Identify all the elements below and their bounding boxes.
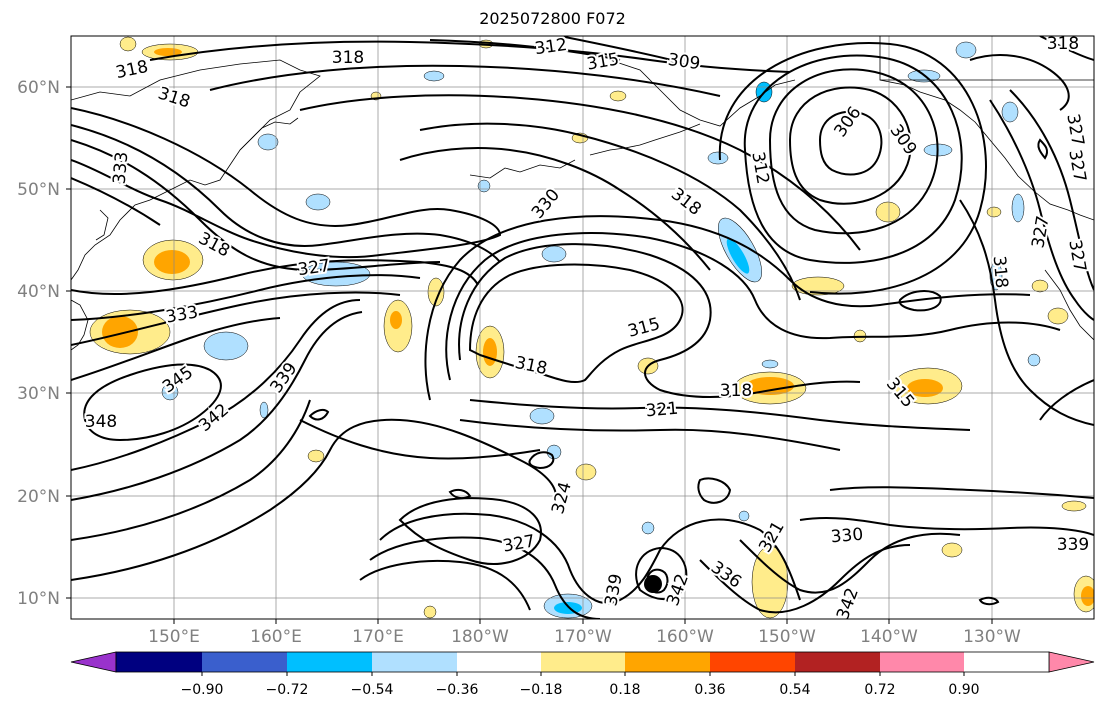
colorbar-segment <box>625 652 710 672</box>
negative-anomaly-patch <box>541 245 567 263</box>
positive-anomaly-patch <box>423 605 437 619</box>
negative-anomaly-patch <box>707 151 729 165</box>
negative-anomaly-patch <box>259 401 269 419</box>
negative-anomaly-patch <box>203 331 249 361</box>
colorbar-segment <box>710 652 795 672</box>
negative-anomaly-patch <box>529 407 555 425</box>
lon-label: 180°W <box>451 627 509 647</box>
contour-label: 318 <box>989 255 1012 289</box>
positive-anomaly-patch <box>1047 307 1069 325</box>
lon-label: 160°E <box>250 627 302 647</box>
colorbar-segment <box>964 652 1049 672</box>
lon-label: 160°W <box>656 627 714 647</box>
lon-label: 170°W <box>554 627 612 647</box>
colorbar-tick-label: −0.36 <box>436 682 479 698</box>
colorbar-tick-label: 0.72 <box>864 682 895 698</box>
negative-anomaly-patch <box>546 444 562 460</box>
negative-anomaly-patch <box>955 41 977 59</box>
lon-label: 170°E <box>352 627 404 647</box>
colorbar-segment <box>287 652 372 672</box>
colorbar-tick-label: 0.90 <box>948 682 979 698</box>
negative-anomaly-patch <box>761 359 779 369</box>
positive-anomaly-core <box>102 316 138 348</box>
lon-label: 140°W <box>860 627 918 647</box>
colorbar-segment <box>372 652 457 672</box>
positive-anomaly-patch <box>575 463 597 481</box>
positive-anomaly-patch <box>1031 279 1049 293</box>
longitude-labels: 150°E 160°E 170°E 180°W 170°W 160°W 150°… <box>148 627 1021 647</box>
contour-label: 348 <box>85 412 117 432</box>
colorbar-segment <box>202 652 287 672</box>
positive-anomaly-patch <box>307 449 325 463</box>
contour-label: 318 <box>1047 34 1079 54</box>
negative-anomaly-patch <box>738 510 750 522</box>
negative-anomaly-core <box>726 238 750 274</box>
lat-label: 20°N <box>17 487 60 507</box>
colorbar: −0.90 −0.72 −0.54 −0.36 −0.18 0.18 0.36 … <box>70 651 1095 698</box>
contour-label: 318 <box>720 381 752 401</box>
positive-anomaly-core <box>483 338 497 366</box>
colorbar-segment <box>795 652 880 672</box>
colorbar-segment <box>541 652 625 672</box>
lon-label: 130°W <box>963 627 1021 647</box>
positive-anomaly-patch <box>119 36 137 52</box>
lat-label: 30°N <box>17 384 60 404</box>
colorbar-segment <box>880 652 964 672</box>
contour-label: 333 <box>110 151 133 185</box>
positive-anomaly-core <box>390 311 402 329</box>
latitude-labels: 60°N 50°N 40°N 30°N 20°N 10°N <box>17 78 60 609</box>
lat-label: 50°N <box>17 180 60 200</box>
colorbar-tick-label: 0.18 <box>609 682 640 698</box>
colorbar-tick-label: −0.90 <box>181 682 224 698</box>
axis-ticks <box>66 86 993 624</box>
map-title: 2025072800 F072 <box>479 9 626 28</box>
colorbar-extend-right <box>1048 651 1095 673</box>
negative-anomaly-patch <box>257 133 279 151</box>
negative-anomaly-patch <box>1001 101 1019 123</box>
colorbar-outline <box>115 651 1050 673</box>
negative-anomaly-patch <box>305 193 331 211</box>
positive-anomaly-core <box>1081 586 1094 606</box>
negative-anomaly-patch <box>1027 353 1041 367</box>
positive-anomaly-core <box>746 377 794 395</box>
contour-label: 318 <box>332 48 364 68</box>
contour-label: 339 <box>1057 535 1089 555</box>
negative-anomaly-patch <box>423 70 445 82</box>
coastlines <box>71 36 1094 351</box>
lat-label: 40°N <box>17 282 60 302</box>
negative-anomaly-patch <box>1011 193 1025 223</box>
contour-label: 327 <box>297 256 332 280</box>
lat-label: 10°N <box>17 589 60 609</box>
contour-minimum-dot <box>644 575 662 593</box>
colorbar-tick-label: 0.36 <box>694 682 725 698</box>
positive-anomaly-patch <box>941 542 963 558</box>
lat-label: 60°N <box>17 78 60 98</box>
contour-label: 330 <box>830 525 864 548</box>
lon-label: 150°E <box>148 627 200 647</box>
contour-label: 321 <box>645 399 679 422</box>
positive-anomaly-patch <box>1061 500 1087 512</box>
colorbar-segment <box>116 652 202 672</box>
colorbar-tick-label: −0.54 <box>351 682 394 698</box>
positive-anomaly-patch <box>875 201 901 223</box>
lon-label: 150°W <box>758 627 816 647</box>
colorbar-tick-label: −0.72 <box>266 682 309 698</box>
graticule <box>71 36 1094 619</box>
negative-anomaly-patch <box>641 521 655 535</box>
positive-anomaly-patch <box>427 277 445 307</box>
positive-anomaly-patch <box>609 90 627 102</box>
colorbar-tick-label: −0.18 <box>520 682 563 698</box>
positive-anomaly-patch <box>986 206 1002 218</box>
positive-anomaly-core <box>154 250 190 274</box>
negative-anomaly-core <box>554 602 582 614</box>
colorbar-extend-left <box>70 651 117 673</box>
colorbar-tick-label: 0.54 <box>779 682 810 698</box>
positive-anomaly-core <box>154 48 182 56</box>
colorbar-segment <box>457 652 541 672</box>
contour-lines <box>71 36 1094 619</box>
